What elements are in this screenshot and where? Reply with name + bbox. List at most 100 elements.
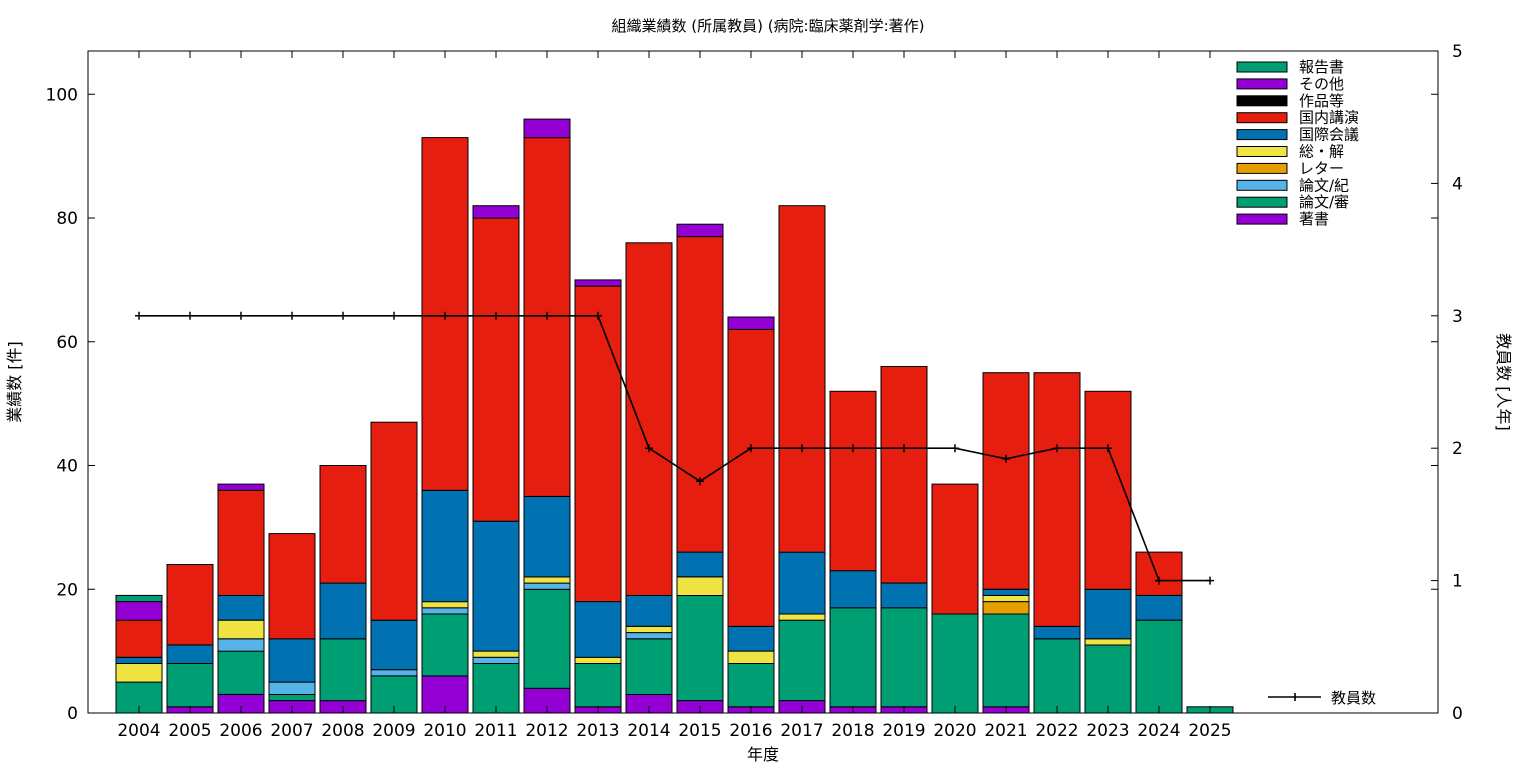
legend-swatch-2 — [1236, 95, 1288, 107]
bar-2013-s8 — [574, 279, 622, 287]
bar-2017-s5 — [778, 551, 826, 615]
legend-label-1: その他 — [1299, 75, 1344, 93]
chart-title: 組織業績数 (所属教員) (病院:臨床薬剤学:著作) — [611, 17, 924, 35]
y2-tick-label: 2 — [1452, 439, 1463, 459]
bar-2006-s4 — [217, 619, 265, 640]
legend-label-2: 作品等 — [1299, 92, 1344, 110]
bar-2010-s5 — [421, 489, 469, 603]
bar-2021-s6 — [982, 372, 1030, 590]
teacher-point-2011 — [492, 311, 500, 320]
legend-label-6: レター — [1299, 159, 1344, 177]
bar-2016-s5 — [727, 625, 775, 652]
bar-2005-s6 — [166, 564, 214, 646]
y-tick-label: 100 — [46, 85, 78, 105]
bar-2013-s5 — [574, 601, 622, 658]
teacher-point-2020 — [951, 444, 959, 453]
teacher-point-2025 — [1206, 576, 1214, 585]
legend-label-7: 論文/紀 — [1299, 176, 1349, 194]
teacher-point-2021 — [1002, 454, 1010, 463]
legend-swatch-6 — [1236, 162, 1288, 174]
x-tick-label: 2023 — [1086, 721, 1129, 741]
x-tick-label: 2011 — [474, 721, 517, 741]
teacher-point-2014 — [645, 444, 653, 453]
bar-2011-s4 — [472, 650, 520, 658]
bar-2006-s2 — [217, 638, 265, 652]
bar-2004-s6 — [115, 619, 163, 658]
y2-tick-label: 4 — [1452, 174, 1463, 194]
y-tick-label: 60 — [56, 333, 78, 353]
legend-swatch-4 — [1236, 129, 1288, 141]
bar-2008-s5 — [319, 582, 367, 640]
bar-2007-s5 — [268, 638, 316, 683]
teacher-point-2010 — [441, 311, 449, 320]
teacher-point-2017 — [798, 444, 806, 453]
legend-swatch-3 — [1236, 112, 1288, 124]
y-tick-label: 0 — [67, 704, 78, 724]
bar-2011-s5 — [472, 520, 520, 652]
bar-2012-s1 — [523, 588, 571, 689]
bar-2004-s5 — [115, 656, 163, 664]
legend-label-5: 総・解 — [1299, 143, 1344, 161]
bar-2014-s4 — [625, 625, 673, 634]
legend-label-9: 著書 — [1299, 210, 1329, 228]
x-tick-label: 2019 — [882, 721, 925, 741]
bar-2012-s4 — [523, 576, 571, 584]
bar-2007-s6 — [268, 533, 316, 640]
line-legend: 教員数 — [1268, 689, 1376, 707]
teacher-point-2024 — [1155, 576, 1163, 585]
bar-2023-s4 — [1084, 638, 1132, 646]
bar-2021-s5 — [982, 588, 1030, 596]
bar-2018-s6 — [829, 390, 877, 572]
bar-2020-s1 — [931, 613, 979, 714]
bar-2016-s8 — [727, 316, 775, 330]
bar-2010-s1 — [421, 613, 469, 677]
bar-2016-s1 — [727, 663, 775, 708]
bar-2004-s9 — [115, 594, 163, 603]
bar-2012-s2 — [523, 582, 571, 590]
bar-2019-s1 — [880, 607, 928, 708]
teacher-point-2023 — [1104, 444, 1112, 453]
teacher-point-2006 — [237, 311, 245, 320]
x-tick-label: 2020 — [933, 721, 976, 741]
x-tick-label: 2024 — [1137, 721, 1180, 741]
teacher-point-2013 — [594, 311, 602, 320]
bar-2019-s5 — [880, 582, 928, 609]
teacher-point-2018 — [849, 444, 857, 453]
line-legend-sample — [1268, 693, 1321, 701]
bar-2006-s8 — [217, 483, 265, 491]
bar-2022-s6 — [1033, 372, 1081, 627]
bar-2023-s6 — [1084, 390, 1132, 590]
y-tick-label: 20 — [56, 580, 78, 600]
teacher-point-2022 — [1053, 444, 1061, 453]
legend-label-3: 国内講演 — [1299, 109, 1359, 127]
legend-label-0: 報告書 — [1299, 58, 1344, 76]
bar-2014-s2 — [625, 632, 673, 640]
bar-2014-s1 — [625, 638, 673, 695]
teacher-point-2008 — [339, 311, 347, 320]
bar-2011-s2 — [472, 656, 520, 664]
bar-2007-s2 — [268, 681, 316, 695]
bar-2018-s1 — [829, 607, 877, 708]
bar-2015-s4 — [676, 576, 724, 597]
bar-2022-s5 — [1033, 625, 1081, 640]
bar-2005-s5 — [166, 644, 214, 665]
line-legend-label: 教員数 — [1331, 689, 1376, 707]
bar-2012-s8 — [523, 118, 571, 139]
y2-tick-label: 0 — [1452, 704, 1463, 724]
bar-2015-s8 — [676, 223, 724, 238]
x-tick-label: 2017 — [780, 721, 823, 741]
bar-2015-s1 — [676, 594, 724, 702]
bar-2006-s1 — [217, 650, 265, 695]
teacher-line — [139, 314, 1210, 582]
x-tick-label: 2005 — [168, 721, 211, 741]
y2-tick-label: 1 — [1452, 572, 1463, 592]
bar-2023-s5 — [1084, 588, 1132, 640]
bar-2015-s5 — [676, 551, 724, 578]
x-tick-label: 2015 — [678, 721, 721, 741]
y-tick-label: 40 — [56, 457, 78, 477]
teacher-line-layer — [135, 311, 1214, 585]
bar-2021-s3 — [982, 601, 1030, 615]
bar-2017-s6 — [778, 205, 826, 553]
